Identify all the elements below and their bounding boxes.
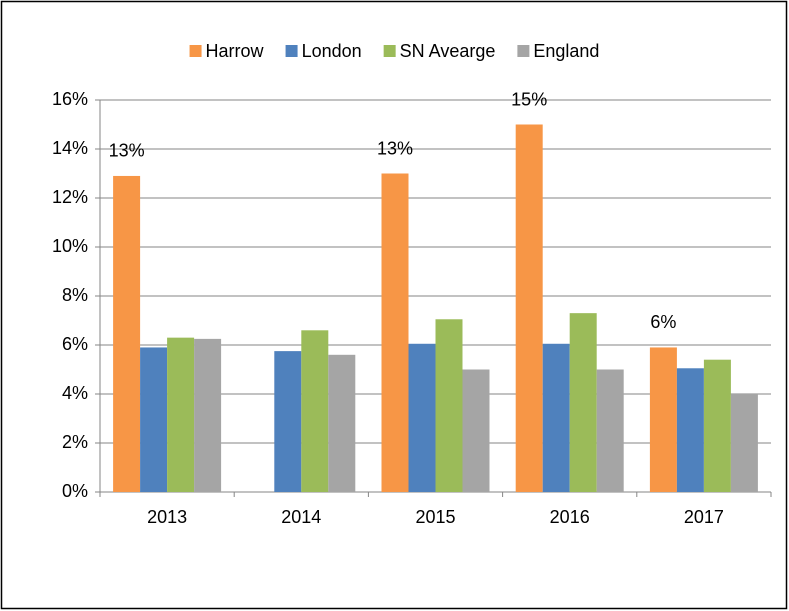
x-tick-label: 2013 (147, 507, 187, 527)
legend-swatch (517, 45, 530, 57)
bar (167, 337, 195, 492)
x-tick-label: 2017 (684, 507, 724, 527)
bar (596, 369, 624, 492)
bar (194, 338, 222, 492)
bar (542, 343, 570, 492)
bar (274, 351, 302, 492)
bar (515, 124, 543, 492)
data-label: 15% (511, 89, 547, 109)
bar (328, 354, 356, 492)
data-label: 13% (377, 138, 413, 158)
legend-swatch (285, 45, 298, 57)
bar (569, 313, 597, 492)
legend-swatch (189, 45, 202, 57)
y-tick-label: 2% (62, 432, 88, 452)
bar (381, 173, 409, 492)
legend-label: SN Avearge (400, 41, 496, 61)
x-tick-label: 2015 (415, 507, 455, 527)
bar (140, 347, 168, 492)
legend-label: London (302, 41, 362, 61)
y-tick-label: 6% (62, 334, 88, 354)
data-label: 13% (109, 141, 145, 161)
y-tick-label: 10% (52, 236, 88, 256)
bar (703, 359, 731, 492)
legend-label: Harrow (206, 41, 265, 61)
bar (649, 347, 677, 492)
y-tick-label: 8% (62, 285, 88, 305)
x-tick-label: 2016 (550, 507, 590, 527)
bar (408, 343, 436, 492)
bar (462, 369, 490, 492)
y-tick-label: 0% (62, 481, 88, 501)
y-tick-label: 12% (52, 187, 88, 207)
bar (301, 330, 329, 492)
y-tick-label: 4% (62, 383, 88, 403)
bar (435, 319, 463, 492)
bar (113, 175, 141, 492)
legend-swatch (383, 45, 396, 57)
data-label: 6% (650, 312, 676, 332)
x-tick-label: 2014 (281, 507, 321, 527)
legend-label: England (533, 41, 599, 61)
y-tick-label: 16% (52, 89, 88, 109)
bar (730, 394, 758, 492)
y-tick-label: 14% (52, 138, 88, 158)
bar (676, 368, 704, 492)
